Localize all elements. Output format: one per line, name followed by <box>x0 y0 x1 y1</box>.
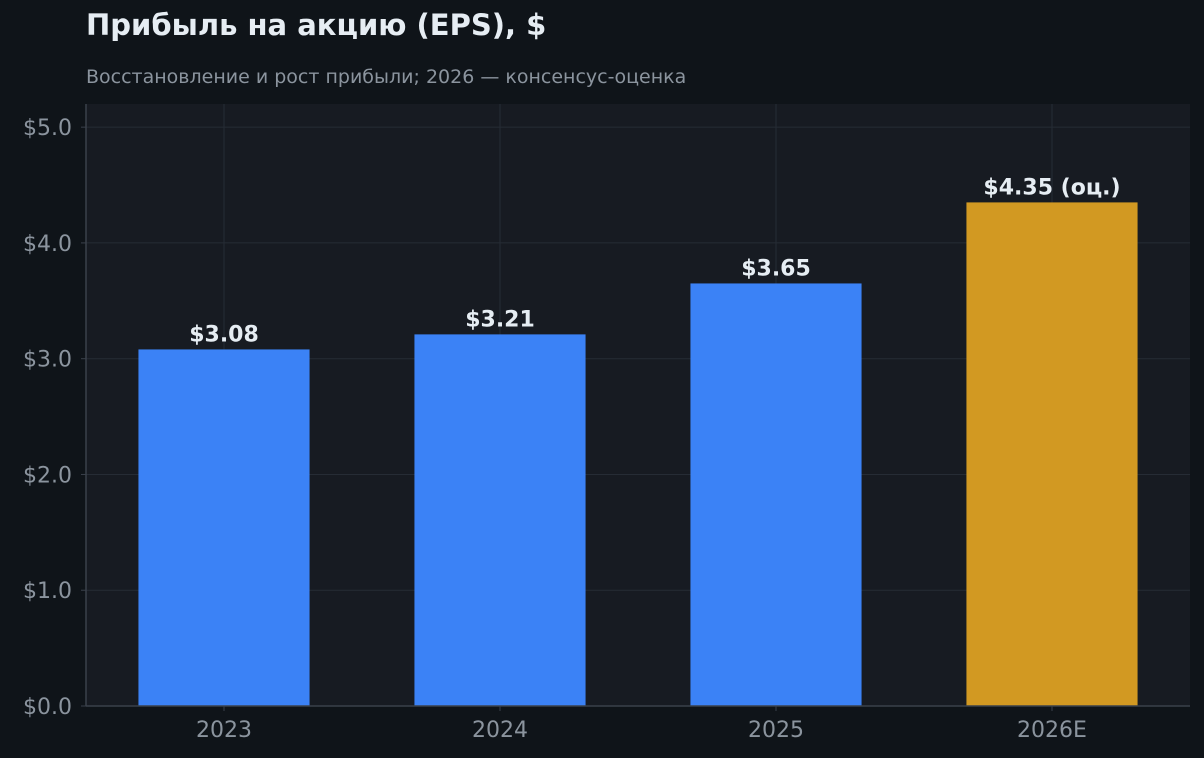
y-tick-label: $4.0 <box>23 232 72 257</box>
bar <box>138 349 310 706</box>
bar-value-label: $3.21 <box>465 307 535 332</box>
x-tick-label: 2023 <box>196 718 252 743</box>
bar-value-label: $4.35 (оц.) <box>983 175 1120 200</box>
data-labels: $3.08 $3.21 $3.65 $4.35 (оц.) <box>189 175 1120 347</box>
axes: $0.0 $1.0 $2.0 $3.0 $4.0 $5.0 2023 2024 2025 2026… <box>23 104 1190 743</box>
page-subtitle: Восстановление и рост прибыли; 2026 — ко… <box>86 66 687 88</box>
bar-value-label: $3.65 <box>741 256 811 281</box>
x-tick-label: 2026E <box>1017 718 1087 743</box>
y-tick-label: $2.0 <box>23 463 72 488</box>
bars <box>138 202 1138 706</box>
x-tick-label: 2024 <box>472 718 528 743</box>
y-tick-label: $1.0 <box>23 579 72 604</box>
y-tick-label: $5.0 <box>23 116 72 141</box>
bar <box>690 283 862 706</box>
y-tick-label: $0.0 <box>23 695 72 720</box>
bar-estimate <box>966 202 1138 706</box>
bar-value-label: $3.08 <box>189 322 259 347</box>
bar <box>414 334 586 706</box>
page-title: Прибыль на акцию (EPS), $ <box>86 8 547 42</box>
y-tick-label: $3.0 <box>23 348 72 373</box>
x-tick-label: 2025 <box>748 718 804 743</box>
